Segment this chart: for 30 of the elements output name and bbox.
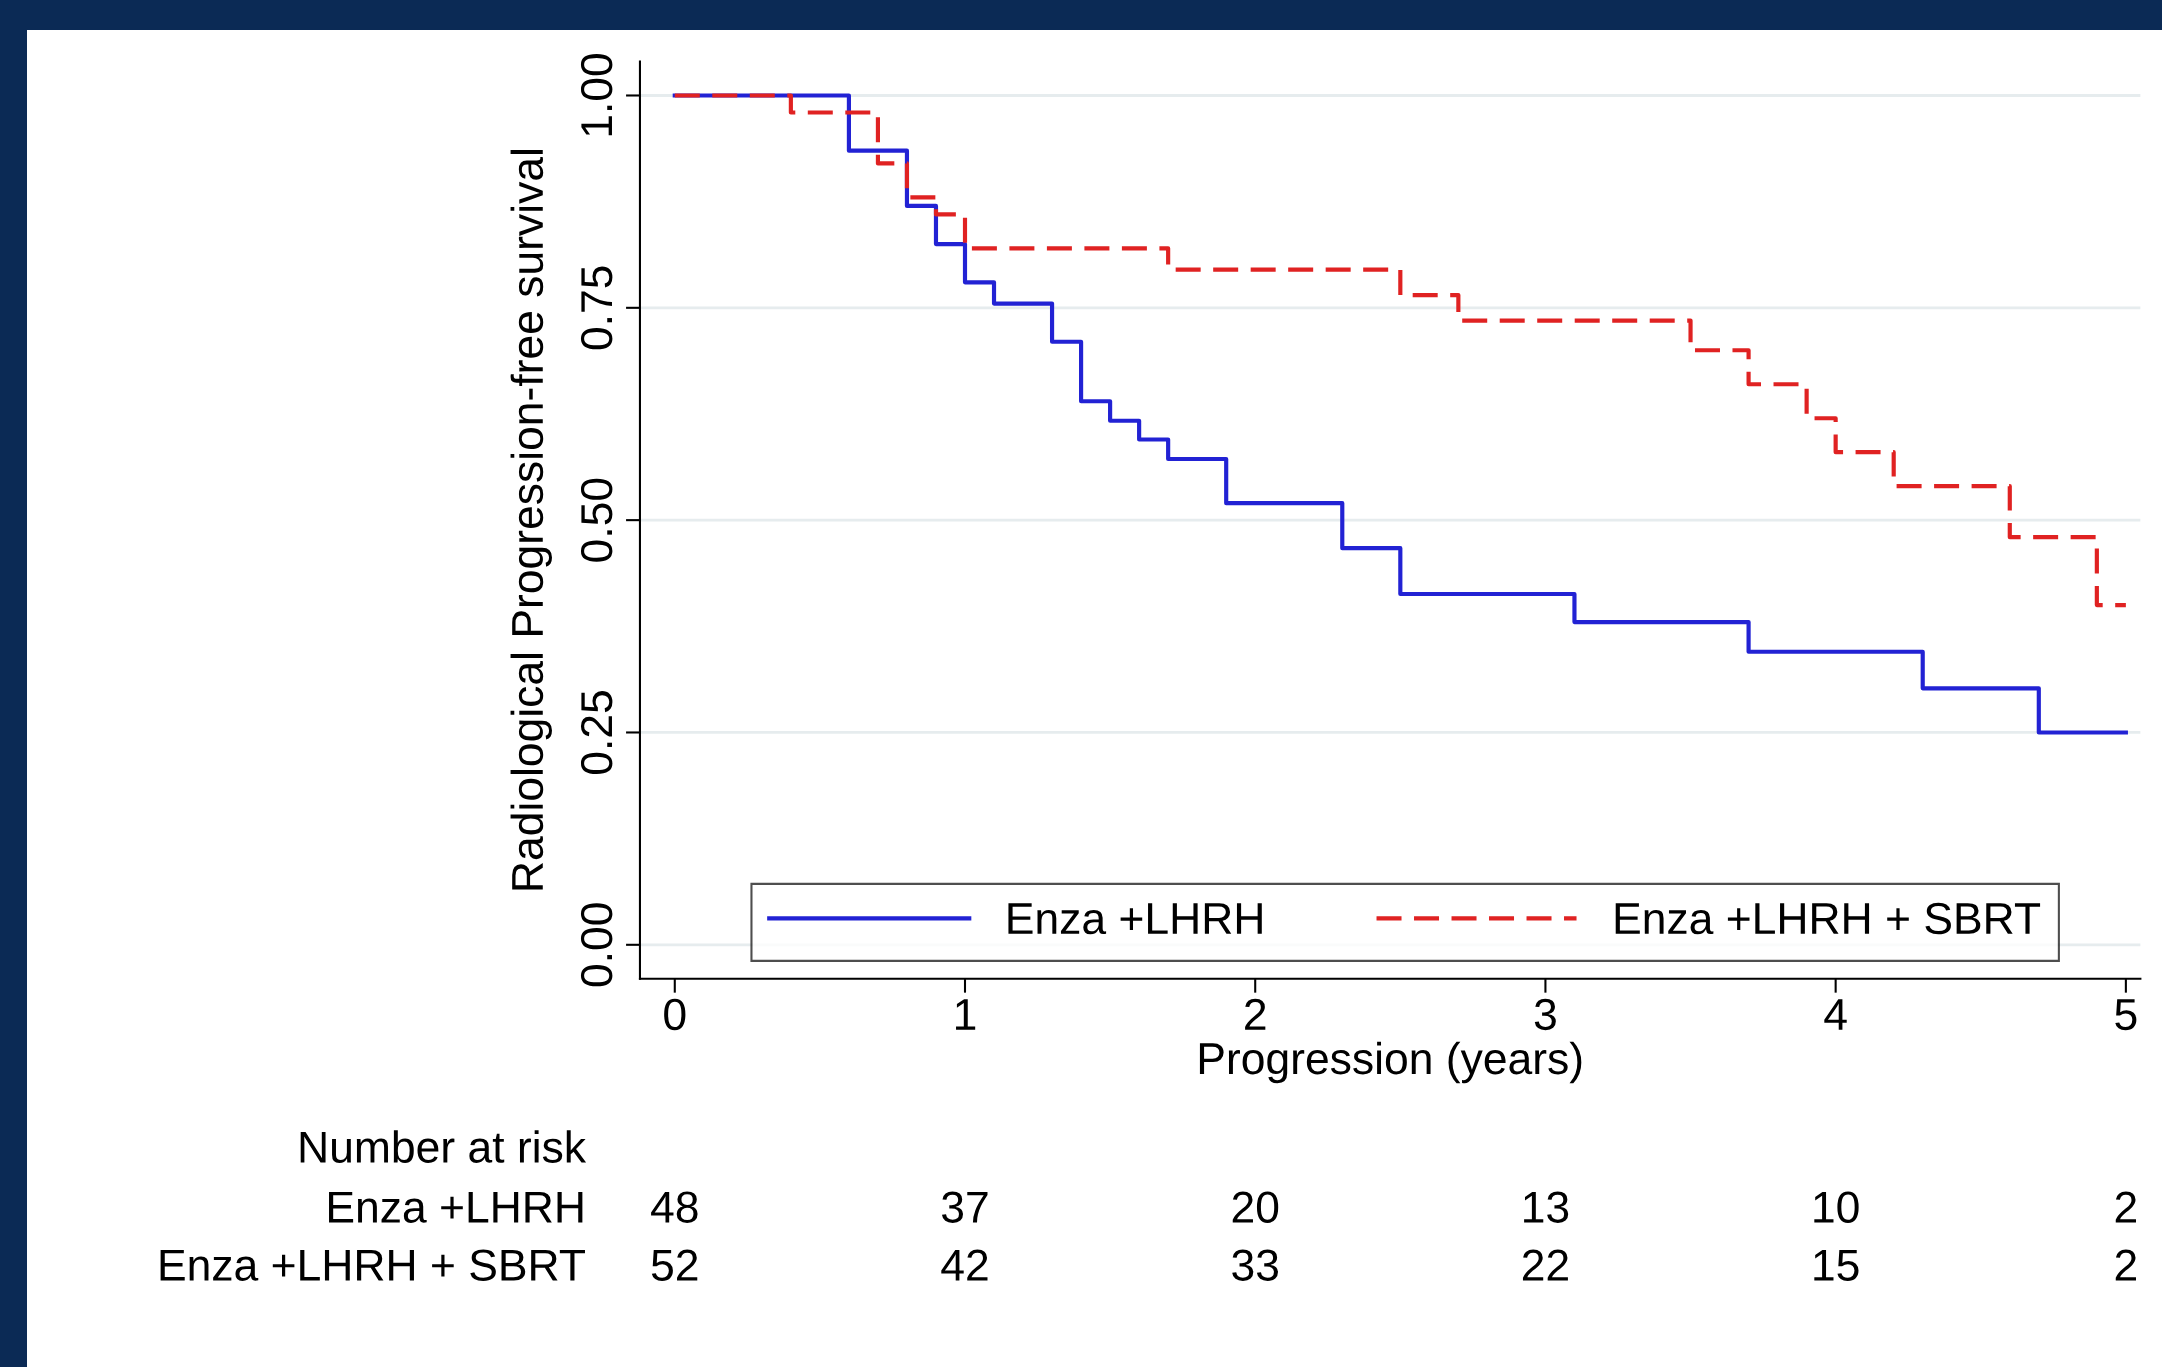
text: 10: [1814, 1191, 1859, 1223]
x-axis-title: Progression (years): [1199, 1041, 1582, 1084]
text: 22: [1522, 1249, 1568, 1281]
x-tick-label: 1: [956, 999, 976, 1030]
text: 15: [1814, 1249, 1859, 1281]
text: 52: [651, 1249, 698, 1281]
text: 2: [2115, 1191, 2136, 1223]
x-tick-label: 3: [1534, 998, 1556, 1031]
text: 48: [651, 1191, 698, 1223]
x-tick-label: 4: [1824, 999, 1847, 1030]
y-axis-title: Radiological Progression-free survival: [510, 150, 552, 890]
text: Enza +LHRH + SBRT: [160, 1249, 585, 1281]
y-tick-label: 0.50: [580, 478, 613, 562]
y-tick-label: 0.00: [580, 903, 613, 987]
text: 20: [1232, 1191, 1279, 1223]
text: 13: [1524, 1191, 1569, 1223]
x-tick-label: 0: [664, 998, 686, 1031]
text: 33: [1232, 1249, 1278, 1281]
text: 2: [2115, 1249, 2136, 1281]
text: 37: [941, 1191, 988, 1223]
x-tick-label: 5: [2115, 999, 2137, 1031]
y-tick-label: 0.25: [580, 691, 613, 774]
text: Enza +LHRH: [329, 1191, 583, 1223]
x-tick-label: 2: [1245, 998, 1266, 1030]
legend-label: Enza +LHRH: [1008, 903, 1262, 935]
legend-label: Enza +LHRH + SBRT: [1615, 902, 2041, 935]
y-tick-label: 1.00: [580, 53, 613, 136]
text: 42: [941, 1249, 988, 1281]
text: Number at risk: [300, 1130, 587, 1163]
y-tick-label: 0.75: [580, 266, 613, 350]
